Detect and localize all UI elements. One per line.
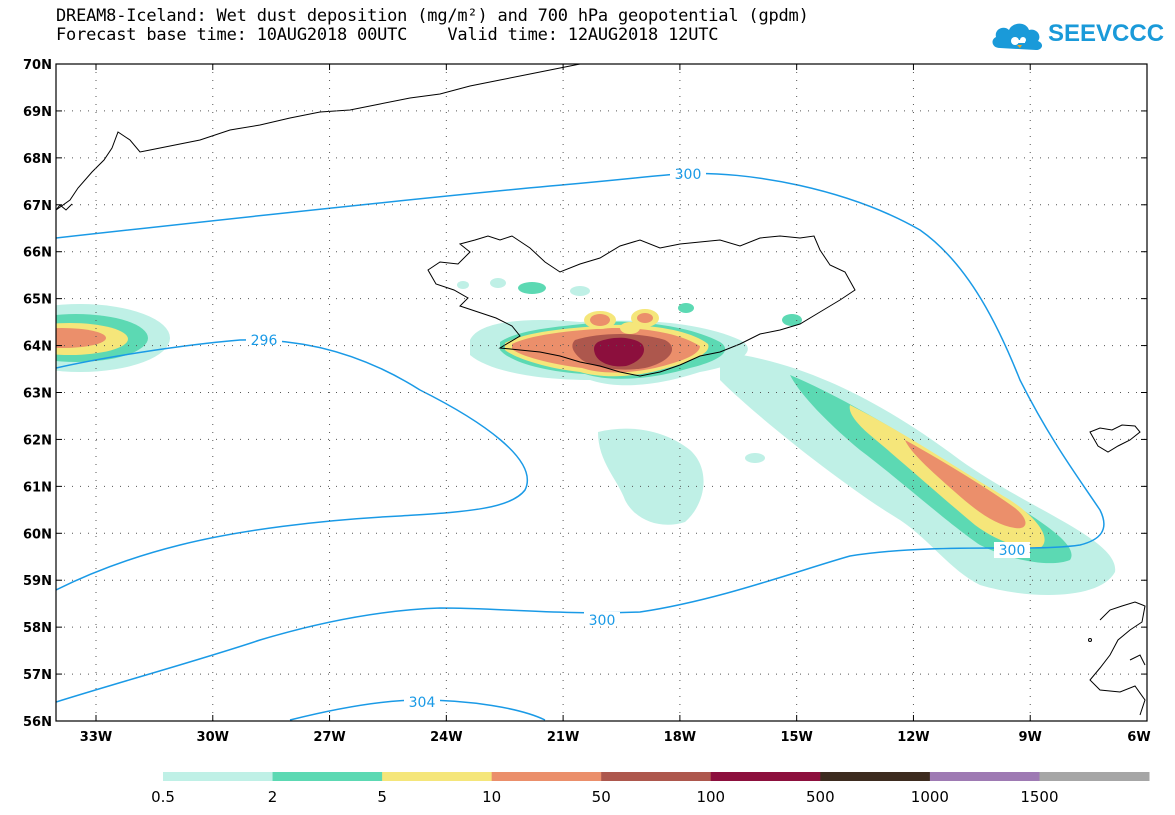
legend-swatch <box>820 772 931 781</box>
latitude-label: 66N <box>23 246 52 261</box>
contour-label: 300 <box>675 167 702 183</box>
legend-label: 1000 <box>911 788 949 806</box>
map-frame <box>55 63 1148 722</box>
longitude-label: 15W <box>780 730 812 745</box>
latitude-labels: 70N 69N 68N 67N 66N 65N 64N 63N 62N 61N 60N 59N 58N 5… <box>23 58 52 730</box>
seevccc-logo: SEEVCCC <box>990 16 1164 56</box>
longitude-label: 21W <box>547 730 579 745</box>
legend-label: 2 <box>268 788 278 806</box>
legend-swatch <box>272 772 383 781</box>
latitude-label: 62N <box>23 433 52 448</box>
legend-swatch <box>601 772 712 781</box>
legend-swatch <box>382 772 493 781</box>
longitude-label: 33W <box>80 730 112 745</box>
logo-text: SEEVCCC <box>1048 20 1165 47</box>
map-title: DREAM8-Iceland: Wet dust deposition (mg/… <box>56 6 809 26</box>
latitude-label: 61N <box>23 480 52 495</box>
latitude-label: 70N <box>23 58 52 73</box>
color-legend: 0.5 2 5 10 50 100 500 1000 1500 <box>151 772 1150 806</box>
latitude-label: 58N <box>23 621 52 636</box>
latitude-label: 57N <box>23 668 52 683</box>
legend-label: 10 <box>482 788 501 806</box>
latitude-label: 64N <box>23 340 52 355</box>
legend-label: 0.5 <box>151 788 175 806</box>
legend-swatch <box>929 772 1040 781</box>
legend-label: 1500 <box>1020 788 1058 806</box>
dust-plume-west <box>56 304 170 372</box>
legend-swatch <box>710 772 821 781</box>
longitude-labels: 33W 30W 27W 24W 21W 18W 15W 12W 9W 6W <box>80 730 1151 745</box>
longitude-label: 12W <box>897 730 929 745</box>
legend-label: 100 <box>696 788 725 806</box>
latitude-label: 67N <box>23 199 52 214</box>
latitude-label: 65N <box>23 293 52 308</box>
latitude-label: 56N <box>23 715 52 730</box>
legend-label: 5 <box>377 788 387 806</box>
coastlines <box>56 64 1146 716</box>
graticule <box>56 63 1148 722</box>
contour-label: 300 <box>589 613 616 629</box>
legend-label: 500 <box>806 788 835 806</box>
longitude-label: 27W <box>313 730 345 745</box>
map-subtitle: Forecast base time: 10AUG2018 00UTC Vali… <box>56 25 719 45</box>
dust-patch-south <box>598 428 765 525</box>
cloud-icon <box>992 23 1043 50</box>
latitude-label: 59N <box>23 574 52 589</box>
legend-swatch <box>491 772 602 781</box>
contour-label: 304 <box>409 695 436 711</box>
latitude-label: 60N <box>23 527 52 542</box>
latitude-label: 68N <box>23 152 52 167</box>
longitude-label: 6W <box>1127 730 1150 745</box>
longitude-label: 30W <box>197 730 229 745</box>
longitude-label: 24W <box>430 730 462 745</box>
map-plot <box>56 64 1146 721</box>
legend-swatch <box>1039 772 1150 781</box>
legend-label: 50 <box>592 788 611 806</box>
contour-labels: 300 296 300 300 304 <box>246 166 1030 711</box>
legend-swatch <box>163 772 274 781</box>
dust-plume-southeast <box>720 352 1116 595</box>
latitude-label: 69N <box>23 105 52 120</box>
longitude-label: 9W <box>1019 730 1042 745</box>
dust-deposition-iceland <box>457 278 802 386</box>
longitude-label: 18W <box>664 730 696 745</box>
geopotential-contours <box>56 172 1105 721</box>
latitude-label: 63N <box>23 387 52 402</box>
contour-label: 300 <box>999 543 1026 559</box>
contour-label: 296 <box>251 333 278 349</box>
